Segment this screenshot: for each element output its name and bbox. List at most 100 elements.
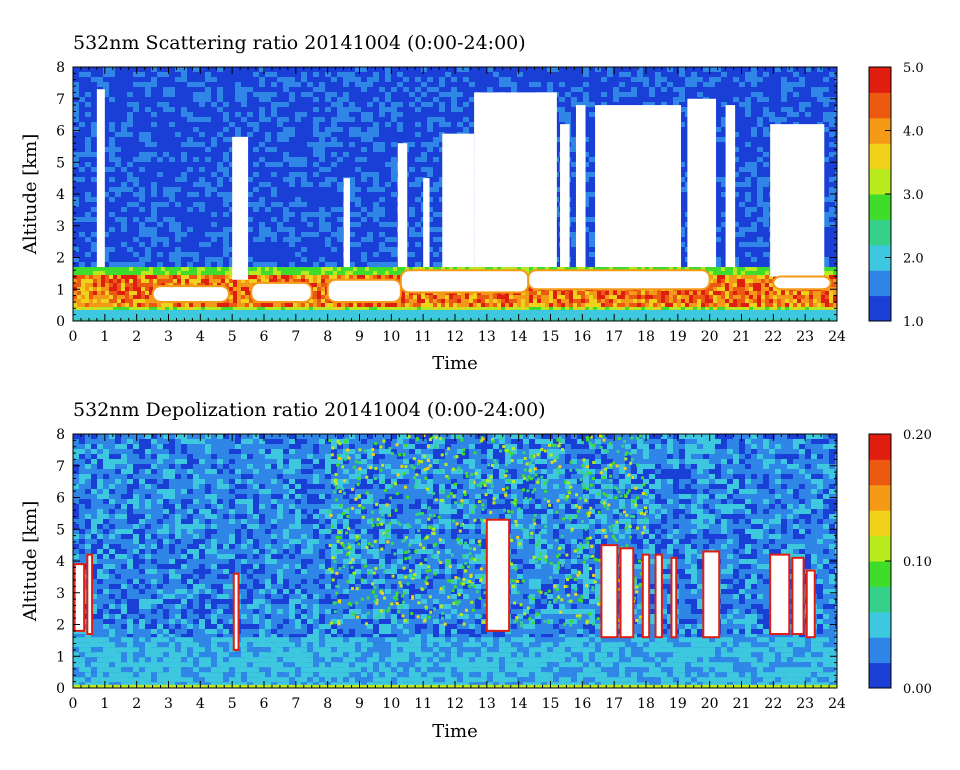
heatmap-cell [433, 82, 439, 87]
heatmap-cell [571, 207, 577, 212]
heatmap-cell [607, 97, 613, 102]
heatmap-cell [445, 97, 451, 102]
heatmap-cell [349, 212, 355, 217]
heatmap-cell [349, 82, 355, 87]
heatmap-cell [169, 247, 175, 252]
heatmap-cell [385, 147, 391, 152]
heatmap-cell [127, 177, 133, 182]
heatmap-cell [79, 147, 85, 152]
heatmap-cell [565, 67, 571, 72]
heatmap-cell [79, 187, 85, 192]
heatmap-cell [439, 192, 445, 197]
heatmap-cell [433, 142, 439, 147]
heatmap-cell [523, 87, 529, 92]
heatmap-cell [193, 72, 199, 77]
heatmap-cell [355, 202, 361, 207]
heatmap-cell [295, 112, 301, 117]
heatmap-cell [457, 72, 463, 77]
heatmap-cell [301, 167, 307, 172]
heatmap-cell [367, 162, 373, 167]
heatmap-cell [271, 117, 277, 122]
heatmap-cell [193, 122, 199, 127]
heatmap-cell [415, 257, 421, 262]
heatmap-cell [217, 157, 223, 162]
heatmap-cell [205, 142, 211, 147]
heatmap-cell [259, 232, 265, 237]
heatmap-cell [301, 82, 307, 87]
heatmap-cell [103, 137, 109, 142]
heatmap-cell [163, 207, 169, 212]
heatmap-cell [547, 77, 553, 82]
heatmap-cell [403, 72, 409, 77]
heatmap-cell [307, 92, 313, 97]
heatmap-cell [217, 102, 223, 107]
heatmap-cell [433, 232, 439, 237]
heatmap-cell [385, 142, 391, 147]
heatmap-cell [301, 257, 307, 262]
heatmap-cell [145, 207, 151, 212]
heatmap-cell [229, 132, 235, 137]
heatmap-cell [541, 72, 547, 77]
heatmap-cell [319, 152, 325, 157]
heatmap-cell [301, 92, 307, 97]
heatmap-cell [247, 257, 253, 262]
heatmap-cell [199, 217, 205, 222]
heatmap-cell [265, 67, 271, 72]
heatmap-cell [253, 142, 259, 147]
heatmap-cell [235, 102, 241, 107]
heatmap-cell [349, 77, 355, 82]
heatmap-cell [229, 172, 235, 177]
heatmap-cell [619, 87, 625, 92]
heatmap-cell [379, 222, 385, 227]
heatmap-cell [145, 97, 151, 102]
heatmap-cell [403, 132, 409, 137]
heatmap-cell [229, 212, 235, 217]
heatmap-cell [157, 247, 163, 252]
heatmap-cell [277, 157, 283, 162]
heatmap-cell [433, 77, 439, 82]
heatmap-cell [445, 127, 451, 132]
heatmap-cell [211, 82, 217, 87]
heatmap-cell [277, 187, 283, 192]
heatmap-cell [139, 72, 145, 77]
heatmap-cell [181, 262, 187, 267]
heatmap-cell [205, 117, 211, 122]
heatmap-cell [415, 77, 421, 82]
heatmap-cell [325, 167, 331, 172]
heatmap-cell [271, 77, 277, 82]
heatmap-cell [217, 167, 223, 172]
heatmap-cell [349, 197, 355, 202]
heatmap-cell [139, 162, 145, 167]
heatmap-cell [283, 67, 289, 72]
heatmap-cell [127, 167, 133, 172]
heatmap-cell [301, 122, 307, 127]
heatmap-cell [211, 197, 217, 202]
heatmap-cell [433, 157, 439, 162]
heatmap-cell [559, 97, 565, 102]
heatmap-cell [331, 237, 337, 242]
heatmap-cell [181, 167, 187, 172]
heatmap-cell [385, 82, 391, 87]
heatmap-cell [109, 182, 115, 187]
heatmap-cell [103, 212, 109, 217]
heatmap-cell [85, 167, 91, 172]
heatmap-cell [187, 242, 193, 247]
heatmap-cell [325, 192, 331, 197]
heatmap-cell [469, 127, 475, 132]
heatmap-cell [463, 82, 469, 87]
heatmap-cell [571, 227, 577, 232]
heatmap-cell [295, 147, 301, 152]
heatmap-cell [331, 252, 337, 257]
heatmap-cell [331, 222, 337, 227]
heatmap-cell [247, 107, 253, 112]
heatmap-cell [313, 182, 319, 187]
heatmap-cell [583, 182, 589, 187]
heatmap-cell [199, 252, 205, 257]
heatmap-cell [163, 187, 169, 192]
heatmap-cell [409, 167, 415, 172]
heatmap-cell [349, 222, 355, 227]
heatmap-cell [121, 132, 127, 137]
heatmap-cell [277, 172, 283, 177]
heatmap-cell [259, 77, 265, 82]
heatmap-cell [355, 217, 361, 222]
